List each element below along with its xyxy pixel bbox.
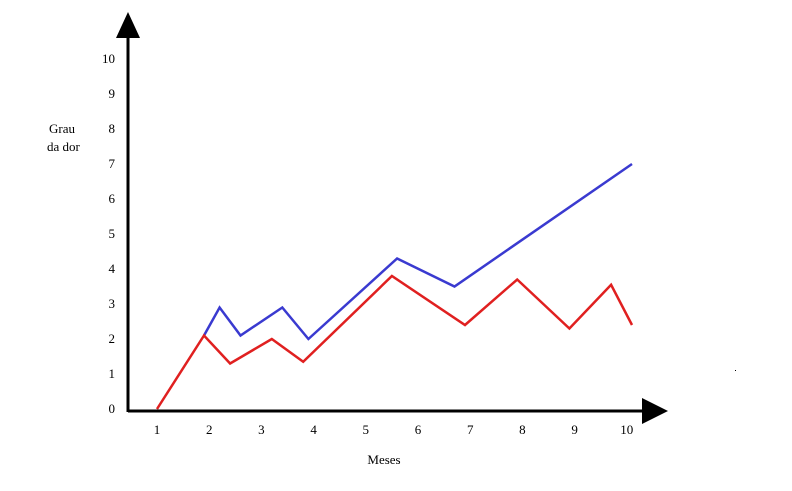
x-tick-label: 9 [571, 422, 578, 437]
x-tick-label: 5 [363, 422, 370, 437]
x-tick-label: 6 [415, 422, 422, 437]
y-tick-label: 7 [109, 156, 116, 171]
x-axis-arrow [642, 398, 668, 424]
x-tick-label: 4 [310, 422, 317, 437]
x-tick-label: 8 [519, 422, 526, 437]
x-tick-label: 7 [467, 422, 474, 437]
x-tick-labels: 1 2 3 4 5 6 7 8 9 10 [154, 422, 634, 437]
stray-dot [735, 370, 736, 371]
series-line-1 [202, 162, 633, 341]
x-tick-label: 2 [206, 422, 213, 437]
x-tick-label: 1 [154, 422, 161, 437]
y-tick-labels: 0 1 2 3 4 5 6 7 8 9 10 [102, 51, 116, 416]
x-tick-label: 10 [620, 422, 633, 437]
series-layer [155, 162, 634, 410]
axes [116, 12, 668, 424]
x-tick-label: 3 [258, 422, 265, 437]
y-axis-arrow [116, 12, 140, 38]
y-tick-label: 5 [109, 226, 116, 241]
y-tick-label: 10 [102, 51, 115, 66]
y-tick-label: 3 [109, 296, 116, 311]
y-tick-label: 9 [109, 86, 116, 101]
y-tick-label: 0 [109, 401, 116, 416]
y-tick-label: 2 [109, 331, 116, 346]
y-tick-label: 6 [109, 191, 116, 206]
series-line-2 [155, 274, 634, 410]
y-tick-label: 8 [109, 121, 116, 136]
y-tick-label: 1 [109, 366, 116, 381]
y-tick-label: 4 [109, 261, 116, 276]
y-axis-title-line-2: da dor [47, 139, 81, 154]
x-axis-title: Meses [367, 452, 400, 467]
y-axis-title-line-1: Grau [49, 121, 75, 136]
